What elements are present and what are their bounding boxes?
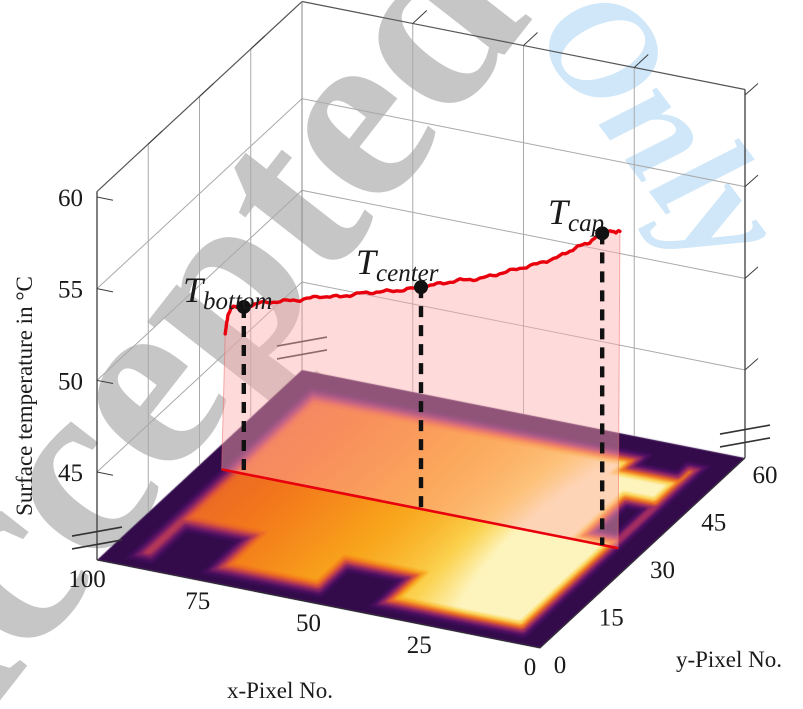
z-tick-right: [744, 83, 759, 96]
x-tick-label: 25: [407, 632, 432, 659]
z-tick-right: [744, 174, 759, 188]
y-axis-label: y-Pixel No.: [676, 647, 782, 672]
x-tick-top: [412, 10, 428, 24]
x-tick-label: 100: [68, 566, 106, 593]
floor-edges: [96, 457, 746, 649]
wall-gridlines: [96, 23, 746, 513]
z-tick-label: 50: [58, 368, 83, 395]
marker-dot-2: [595, 226, 610, 241]
axis-break-marks: [71, 336, 771, 550]
z-tick: [96, 379, 114, 385]
floor-front-edges: [96, 457, 746, 649]
axis-break-mark: [719, 437, 771, 448]
z-tick: [96, 196, 114, 201]
marker-dot-0: [236, 299, 251, 314]
axis-break-mark: [71, 526, 123, 537]
z-axis-label: Surface temperature in °C: [12, 276, 37, 516]
z-tick: [96, 288, 114, 293]
y-tick-label: 0: [554, 652, 567, 679]
z-tick-label: 45: [58, 460, 83, 487]
x-axis-label: x-Pixel No.: [227, 678, 333, 703]
z-tick-right: [744, 266, 759, 279]
y-tick-top: [147, 130, 163, 145]
axis-break-mark: [719, 424, 771, 435]
z-tick-label: 60: [58, 185, 83, 212]
x-tick-top: [523, 32, 538, 46]
y-tick-label: 45: [701, 509, 726, 536]
x-tick-label: 50: [296, 610, 321, 637]
label-t-bottom: Tbottom: [183, 270, 272, 315]
x-tick-label: 0: [524, 654, 537, 681]
x-tick-top: [633, 54, 649, 68]
profile-floor-line: [221, 468, 619, 550]
z-tick-label: 55: [58, 277, 83, 304]
y-tick-label: 60: [753, 462, 778, 489]
y-tick-label: 30: [650, 557, 675, 584]
axis-tick-marks: [96, 10, 759, 476]
y-tick-top: [250, 35, 266, 50]
temperature-profile-layer: [221, 226, 622, 550]
x-tick-label: 75: [185, 588, 210, 615]
y-tick-top: [199, 83, 214, 97]
axis-break-mark: [276, 336, 328, 347]
axis-break-mark: [276, 349, 328, 360]
z-tick-right: [744, 358, 759, 371]
y-tick-label: 15: [599, 604, 624, 631]
label-t-center: Tcenter: [356, 242, 439, 287]
axis-tick-labels: 60 55 50 45 100 75 50 25 0 0 15 30 45 60: [58, 185, 778, 681]
axis-break-mark: [71, 539, 123, 550]
z-tick: [96, 471, 114, 476]
marker-dot-1: [414, 280, 429, 295]
label-t-cap: Tcap: [548, 192, 604, 237]
